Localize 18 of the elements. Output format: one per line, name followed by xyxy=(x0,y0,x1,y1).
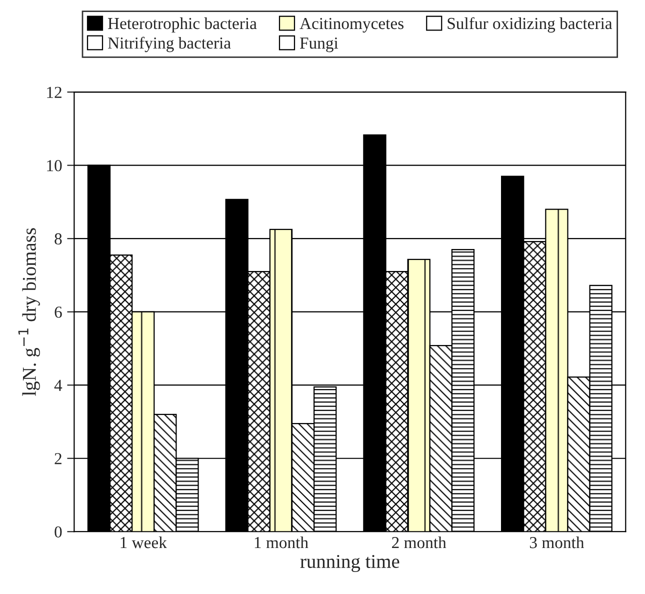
y-tick-label: 0 xyxy=(54,526,62,538)
legend-label: Heterotrophic bacteria xyxy=(108,17,257,33)
x-tick-label: 3 month xyxy=(530,536,584,548)
y-axis-title: lgN. g$^{−1}$ dry biomass xyxy=(18,228,40,396)
y-tick-label: 8 xyxy=(54,233,62,245)
x-axis-title: running time xyxy=(300,554,400,572)
y-tick-label: 6 xyxy=(54,306,62,318)
y-tick-label: 4 xyxy=(54,380,62,391)
legend-label: Fungi xyxy=(300,38,338,52)
legend-label: Nitrifying bacteria xyxy=(108,36,231,52)
legend-label: Sulfur oxidizing bacteria xyxy=(448,17,612,33)
legend-label: Acitinomycetes xyxy=(300,18,404,33)
y-tick-label: 10 xyxy=(47,160,62,172)
y-tick-label: 12 xyxy=(47,86,62,98)
x-tick-label: 1 month xyxy=(254,536,308,548)
x-tick-label: 1 week xyxy=(120,536,167,548)
x-tick-label: 2 month xyxy=(392,536,446,548)
y-tick-label: 2 xyxy=(54,453,62,464)
